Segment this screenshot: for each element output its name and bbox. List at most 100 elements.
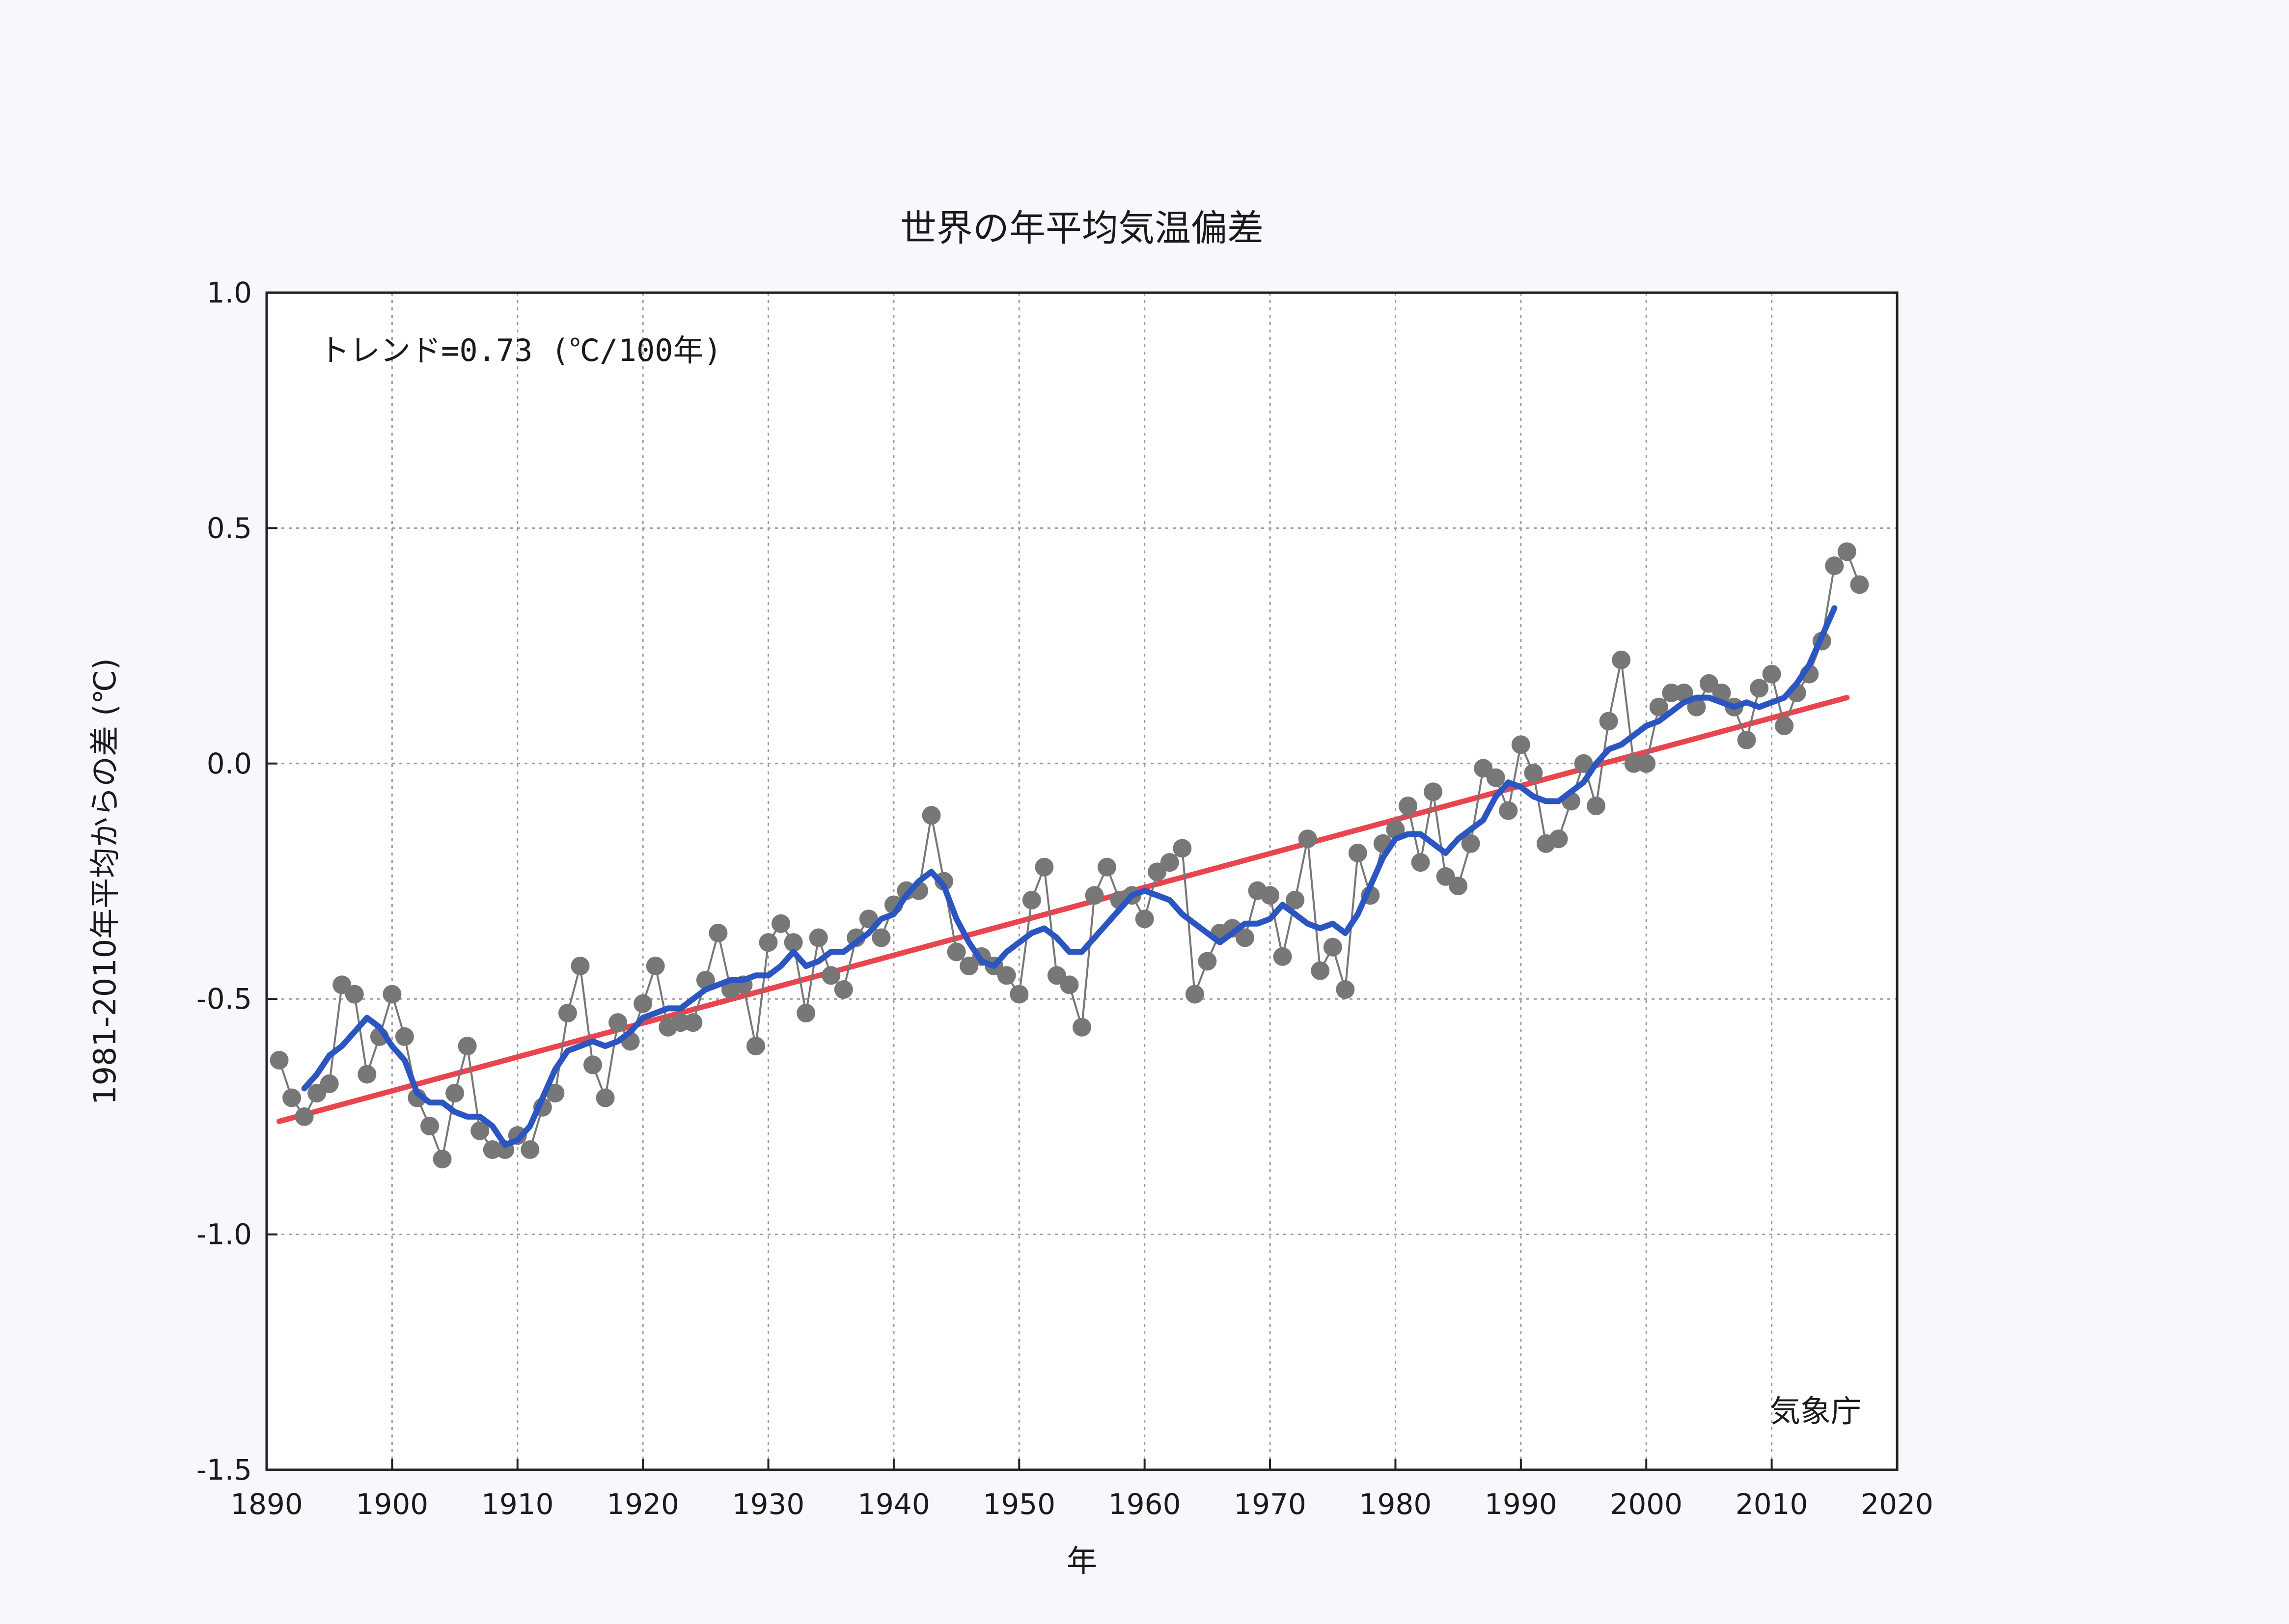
annual-data-point bbox=[1649, 697, 1668, 716]
annual-data-point bbox=[997, 966, 1016, 985]
annual-data-point bbox=[295, 1107, 314, 1126]
annual-data-point bbox=[558, 1003, 577, 1022]
annual-data-point bbox=[1073, 1018, 1091, 1037]
annual-data-point bbox=[546, 1083, 565, 1102]
plot-frame bbox=[265, 291, 1899, 1471]
y-tick-label: 1.0 bbox=[207, 276, 252, 309]
annual-data-point bbox=[834, 980, 853, 999]
annual-data-point bbox=[1060, 975, 1079, 994]
moving-average-line bbox=[301, 605, 1838, 1148]
annual-data-point bbox=[521, 1140, 540, 1159]
annual-data-point bbox=[1612, 650, 1631, 669]
x-tick-label: 1900 bbox=[356, 1487, 429, 1521]
annual-data-point bbox=[458, 1037, 477, 1056]
annual-data-point bbox=[947, 942, 966, 962]
annual-data-point bbox=[1762, 664, 1781, 684]
annual-data-point bbox=[1449, 877, 1468, 896]
annual-data-point bbox=[1524, 763, 1543, 782]
y-axis-title: 1981-2010年平均からの差 (℃) bbox=[87, 658, 123, 1105]
annual-data-point bbox=[1261, 886, 1280, 905]
annual-data-point bbox=[1198, 952, 1217, 971]
annual-data-point bbox=[1486, 768, 1505, 787]
annual-data-point bbox=[1311, 961, 1330, 980]
annual-data-point bbox=[759, 933, 778, 952]
annual-data-point bbox=[809, 928, 828, 947]
annual-data-point bbox=[395, 1027, 414, 1046]
chart-title: 世界の年平均気温偏差 bbox=[900, 207, 1264, 249]
annual-data-point bbox=[1461, 834, 1480, 853]
credit-label: 気象庁 bbox=[1770, 1393, 1861, 1429]
plot-area bbox=[267, 293, 1897, 1470]
grid bbox=[267, 293, 1897, 1470]
x-tick-label: 1890 bbox=[230, 1487, 303, 1521]
annual-data-point bbox=[1411, 853, 1430, 872]
annual-data-point bbox=[1424, 782, 1443, 801]
annual-data-point bbox=[822, 966, 841, 985]
annual-data-point bbox=[1511, 735, 1530, 754]
annual-data-point bbox=[684, 1013, 703, 1032]
annual-data-point bbox=[345, 985, 364, 1004]
annual-data-point bbox=[1549, 829, 1568, 849]
x-tick-label: 1930 bbox=[732, 1487, 805, 1521]
annual-data-point bbox=[772, 914, 791, 933]
x-tick-label: 2020 bbox=[1861, 1487, 1933, 1521]
annual-data-point bbox=[1298, 829, 1317, 849]
annual-data-point bbox=[1750, 679, 1769, 698]
annual-data-point bbox=[746, 1037, 765, 1056]
annual-data-point bbox=[1336, 980, 1355, 999]
annual-data-point bbox=[784, 933, 803, 952]
annual-data-point bbox=[1775, 716, 1794, 736]
moving-average-layer bbox=[301, 605, 1838, 1148]
annual-data-point bbox=[1348, 843, 1367, 862]
x-tick-label: 1960 bbox=[1108, 1487, 1181, 1521]
annual-data-point bbox=[1399, 797, 1417, 816]
x-axis-title: 年 bbox=[1067, 1543, 1097, 1579]
annual-data-point bbox=[1085, 886, 1104, 905]
annual-data-point bbox=[358, 1065, 377, 1084]
annual-data-point bbox=[1236, 928, 1254, 947]
annual-data-point bbox=[282, 1088, 302, 1107]
annual-data-point bbox=[1637, 754, 1656, 773]
x-tick-label: 1990 bbox=[1485, 1487, 1557, 1521]
annual-data-point bbox=[1160, 853, 1179, 872]
annual-data-point bbox=[470, 1121, 490, 1140]
annual-data-point bbox=[433, 1150, 452, 1169]
annual-data-point bbox=[1574, 754, 1593, 773]
annual-data-point bbox=[922, 806, 941, 825]
annual-data-point bbox=[1022, 890, 1041, 909]
annual-data-point bbox=[571, 957, 590, 976]
trend-annotation: トレンド=0.73 (℃/100年) bbox=[319, 332, 722, 368]
y-tick-label: 0.5 bbox=[207, 511, 252, 545]
annual-data-point bbox=[383, 985, 402, 1004]
annual-data-point bbox=[1035, 857, 1054, 877]
annual-data-point bbox=[709, 923, 728, 942]
annual-data-point bbox=[872, 928, 891, 947]
annual-data-point bbox=[1599, 712, 1618, 731]
annual-data-point bbox=[1837, 542, 1856, 561]
y-tick-label: -1.0 bbox=[196, 1218, 252, 1251]
annual-data-point bbox=[1323, 937, 1342, 957]
annual-data-point bbox=[646, 957, 665, 976]
annual-data-point bbox=[1098, 857, 1117, 877]
annual-data-point bbox=[1286, 890, 1305, 909]
x-tick-label: 1950 bbox=[983, 1487, 1056, 1521]
annual-data-point bbox=[1173, 839, 1192, 858]
annual-data-point bbox=[320, 1074, 339, 1093]
annual-data-point bbox=[596, 1088, 615, 1107]
annual-data-point bbox=[634, 994, 653, 1013]
annual-data-point bbox=[445, 1083, 465, 1102]
annual-data-point bbox=[270, 1050, 289, 1070]
annual-data-point bbox=[1499, 801, 1518, 820]
x-tick-label: 2010 bbox=[1736, 1487, 1808, 1521]
y-tick-label: -0.5 bbox=[196, 982, 252, 1016]
x-tick-label: 1970 bbox=[1234, 1487, 1306, 1521]
annual-data-point bbox=[797, 1003, 816, 1022]
x-tick-label: 2000 bbox=[1610, 1487, 1682, 1521]
x-tick-label: 1910 bbox=[481, 1487, 554, 1521]
x-tick-label: 1940 bbox=[857, 1487, 930, 1521]
y-tick-label: 0.0 bbox=[207, 747, 252, 780]
tick-labels: 1890 1900 1910 1920 1930 1940 1950 1960 1970 1980… bbox=[196, 276, 1933, 1521]
annual-data-point bbox=[1737, 730, 1756, 749]
annual-data-point bbox=[1185, 985, 1204, 1004]
